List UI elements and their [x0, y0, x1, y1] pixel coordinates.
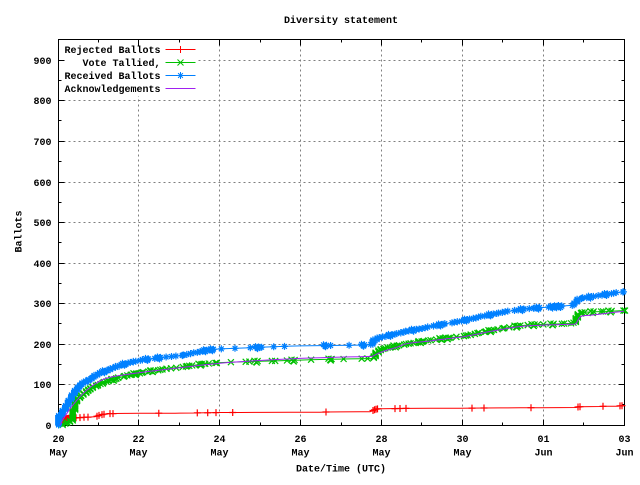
svg-text:May: May	[129, 449, 147, 460]
svg-text:01: 01	[537, 435, 549, 446]
svg-text:400: 400	[33, 260, 51, 271]
svg-text:28: 28	[375, 435, 387, 446]
svg-text:700: 700	[33, 138, 51, 149]
svg-text:Received Ballots: Received Ballots	[64, 71, 160, 83]
svg-text:100: 100	[33, 381, 51, 392]
svg-text:20: 20	[52, 435, 64, 446]
svg-text:Ballots: Ballots	[14, 210, 26, 252]
svg-text:26: 26	[294, 435, 306, 446]
svg-text:Date/Time (UTC): Date/Time (UTC)	[296, 464, 386, 476]
svg-text:May: May	[372, 449, 390, 460]
svg-text:300: 300	[33, 300, 51, 311]
svg-text:22: 22	[132, 435, 144, 446]
svg-text:600: 600	[33, 179, 51, 190]
svg-text:May: May	[453, 449, 471, 460]
svg-text:Rejected Ballots: Rejected Ballots	[64, 45, 160, 57]
svg-text:Diversity statement: Diversity statement	[284, 15, 398, 27]
svg-text:Jun: Jun	[534, 449, 552, 460]
svg-text:Vote Tallied,: Vote Tallied,	[82, 58, 160, 70]
svg-text:500: 500	[33, 219, 51, 230]
svg-text:May: May	[210, 449, 228, 460]
svg-text:0: 0	[45, 422, 51, 433]
svg-text:Jun: Jun	[615, 449, 633, 460]
svg-text:May: May	[49, 449, 67, 460]
svg-text:May: May	[291, 449, 309, 460]
svg-text:24: 24	[213, 435, 225, 446]
svg-text:Acknowledgements: Acknowledgements	[64, 84, 160, 96]
svg-text:30: 30	[456, 435, 468, 446]
svg-text:900: 900	[33, 57, 51, 68]
svg-text:200: 200	[33, 341, 51, 352]
svg-text:800: 800	[33, 97, 51, 108]
svg-text:03: 03	[618, 435, 630, 446]
